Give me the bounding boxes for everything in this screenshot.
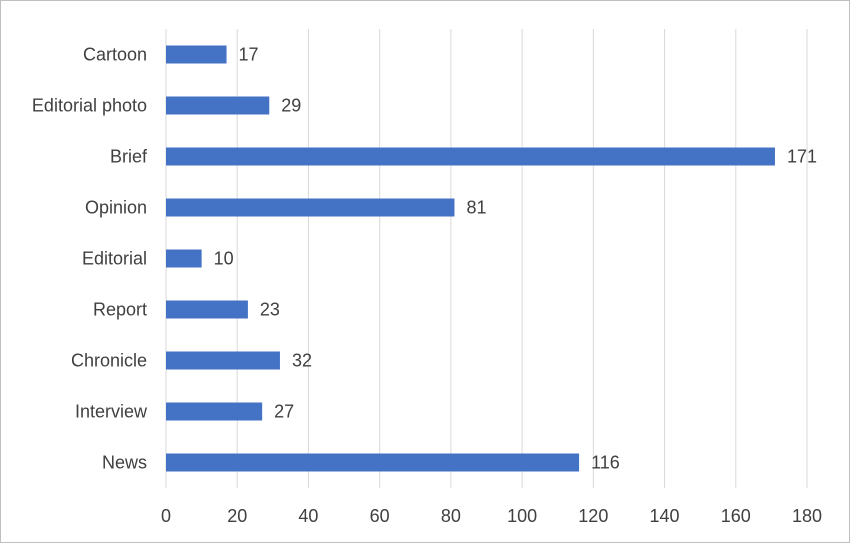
x-axis-tick-labels: 0 20 40 60 80 100 120 140 160 180 xyxy=(161,506,822,526)
data-label: 23 xyxy=(260,300,280,320)
data-label: 81 xyxy=(466,198,486,218)
x-tick-label: 60 xyxy=(370,506,390,526)
bar xyxy=(166,198,455,217)
x-tick-label: 0 xyxy=(161,506,171,526)
category-labels: Cartoon Editorial photo Brief Opinion Editor… xyxy=(32,45,148,473)
bar xyxy=(166,351,280,370)
data-label: 29 xyxy=(281,96,301,116)
category-label: Report xyxy=(93,300,147,320)
category-label: News xyxy=(102,453,147,473)
category-label: Interview xyxy=(75,402,148,422)
category-label: Opinion xyxy=(85,198,147,218)
data-labels: 17 29 171 81 10 23 32 27 116 xyxy=(214,45,817,473)
x-tick-label: 20 xyxy=(227,506,247,526)
x-tick-label: 40 xyxy=(298,506,318,526)
data-label: 27 xyxy=(274,402,294,422)
bar xyxy=(166,45,227,64)
category-label: Chronicle xyxy=(71,351,147,371)
data-label: 116 xyxy=(591,453,620,473)
bars xyxy=(166,45,775,472)
x-tick-label: 100 xyxy=(507,506,537,526)
data-label: 171 xyxy=(787,147,817,167)
category-label: Editorial photo xyxy=(32,96,147,116)
x-tick-label: 140 xyxy=(650,506,680,526)
data-label: 10 xyxy=(214,249,234,269)
category-label: Cartoon xyxy=(83,45,147,65)
bar xyxy=(166,249,202,268)
category-label: Editorial xyxy=(82,249,147,269)
data-label: 32 xyxy=(292,351,312,371)
bar xyxy=(166,300,248,319)
x-tick-label: 160 xyxy=(721,506,751,526)
x-tick-label: 120 xyxy=(578,506,608,526)
data-label: 17 xyxy=(239,45,259,65)
bar xyxy=(166,96,270,115)
x-tick-label: 180 xyxy=(792,506,822,526)
x-tick-label: 80 xyxy=(441,506,461,526)
bar xyxy=(166,453,580,472)
bar xyxy=(166,147,775,166)
bar xyxy=(166,402,263,421)
category-label: Brief xyxy=(110,147,148,167)
